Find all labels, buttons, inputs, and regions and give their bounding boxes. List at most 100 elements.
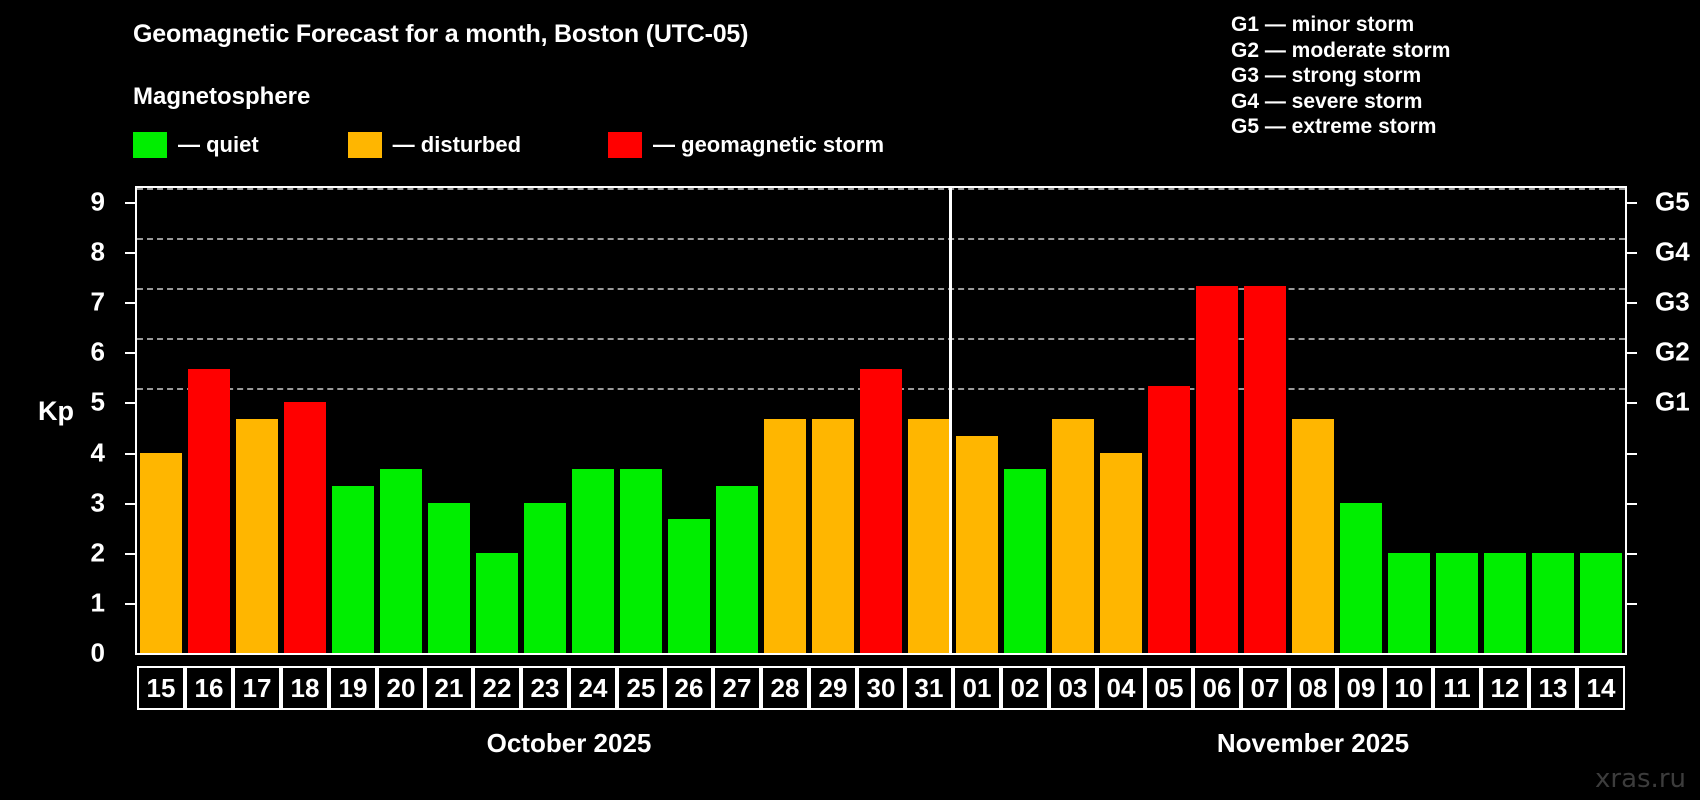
date-cell-04[interactable]: 04 <box>1097 666 1145 710</box>
y-tick-label-1: 1 <box>90 587 105 618</box>
date-cell-18[interactable]: 18 <box>281 666 329 710</box>
y-tick-7 <box>125 302 137 305</box>
date-cell-31[interactable]: 31 <box>905 666 953 710</box>
bar-16[interactable] <box>188 368 230 653</box>
gscale-line-g4: G4 — severe storm <box>1231 89 1423 113</box>
bar-30[interactable] <box>860 368 902 653</box>
page-title: Geomagnetic Forecast for a month, Boston… <box>133 20 749 48</box>
y-tick-1 <box>125 602 137 605</box>
date-cell-17[interactable]: 17 <box>233 666 281 710</box>
month-label-november: November 2025 <box>1216 728 1410 758</box>
bar-05[interactable] <box>1148 385 1190 653</box>
date-cell-07[interactable]: 07 <box>1241 666 1289 710</box>
date-cell-21[interactable]: 21 <box>425 666 473 710</box>
bar-09[interactable] <box>1340 502 1382 653</box>
y-tick-label-8: 8 <box>90 236 105 267</box>
g-scale-label-g3: G3 <box>1655 286 1690 317</box>
bar-20[interactable] <box>380 469 422 653</box>
bar-11[interactable] <box>1436 552 1478 653</box>
bar-13[interactable] <box>1532 552 1574 653</box>
y-tick-right-8 <box>1625 252 1637 255</box>
bar-10[interactable] <box>1388 552 1430 653</box>
date-cell-20[interactable]: 20 <box>377 666 425 710</box>
bar-18[interactable] <box>284 402 326 653</box>
y-tick-label-2: 2 <box>90 537 105 568</box>
y-tick-9 <box>125 202 137 204</box>
legend-item-disturbed: — disturbed <box>347 132 521 158</box>
date-cell-09[interactable]: 09 <box>1337 666 1385 710</box>
date-cell-15[interactable]: 15 <box>137 666 185 710</box>
plot-inner <box>137 188 1625 653</box>
bar-08[interactable] <box>1292 418 1334 653</box>
color-legend: — quiet — disturbed — geomagnetic storm <box>133 130 884 160</box>
bar-07[interactable] <box>1244 285 1286 653</box>
legend-swatch-disturbed <box>347 132 382 158</box>
month-label-october: October 2025 <box>486 728 652 758</box>
date-cell-29[interactable]: 29 <box>809 666 857 710</box>
date-cell-11[interactable]: 11 <box>1433 666 1481 710</box>
y-tick-right-6 <box>1625 352 1637 355</box>
bar-27[interactable] <box>716 486 758 653</box>
bar-19[interactable] <box>332 486 374 653</box>
gscale-line-g1: G1 — minor storm <box>1231 13 1415 36</box>
bar-22[interactable] <box>476 552 518 653</box>
legend-label-storm: — geomagnetic storm <box>653 132 885 157</box>
bar-24[interactable] <box>572 469 614 653</box>
date-axis: 15 16 17 18 19 20 21 22 23 24 25 26 27 28 29 30 31 01 02 03… <box>137 666 1625 710</box>
date-cell-02[interactable]: 02 <box>1001 666 1049 710</box>
date-cell-12[interactable]: 12 <box>1481 666 1529 710</box>
legend-label-quiet: — quiet <box>178 132 259 157</box>
watermark: xras.ru <box>1595 764 1686 794</box>
legend-swatch-storm <box>608 132 643 158</box>
bar-06[interactable] <box>1196 285 1238 653</box>
date-cell-08[interactable]: 08 <box>1289 666 1337 710</box>
bar-25[interactable] <box>620 469 662 653</box>
bar-02[interactable] <box>1004 469 1046 653</box>
bar-26[interactable] <box>668 519 710 653</box>
bar-31[interactable] <box>908 418 950 653</box>
gscale-legend: G1 — minor storm G2 — moderate storm G3 … <box>1231 12 1450 140</box>
date-cell-16[interactable]: 16 <box>185 666 233 710</box>
y-tick-label-3: 3 <box>90 487 105 518</box>
gscale-line-g3: G3 — strong storm <box>1231 64 1422 87</box>
date-cell-14[interactable]: 14 <box>1577 666 1625 710</box>
legend-item-storm: — geomagnetic storm <box>608 132 884 158</box>
date-cell-25[interactable]: 25 <box>617 666 665 710</box>
date-cell-03[interactable]: 03 <box>1049 666 1097 710</box>
bar-12[interactable] <box>1484 552 1526 653</box>
date-cell-26[interactable]: 26 <box>665 666 713 710</box>
bar-28[interactable] <box>764 418 806 653</box>
y-tick-6 <box>125 352 137 355</box>
y-tick-5 <box>125 402 137 405</box>
date-cell-05[interactable]: 05 <box>1145 666 1193 710</box>
date-cell-06[interactable]: 06 <box>1193 666 1241 710</box>
y-tick-right-2 <box>1625 552 1637 555</box>
y-tick-label-5: 5 <box>90 386 105 417</box>
bar-03[interactable] <box>1052 418 1094 653</box>
date-cell-13[interactable]: 13 <box>1529 666 1577 710</box>
date-cell-19[interactable]: 19 <box>329 666 377 710</box>
legend-title: Magnetosphere <box>133 83 311 110</box>
bar-15[interactable] <box>140 452 182 653</box>
y-tick-3 <box>125 502 137 505</box>
y-tick-label-0: 0 <box>90 637 105 668</box>
bar-23[interactable] <box>524 502 566 653</box>
legend-swatch-quiet <box>133 132 167 158</box>
date-cell-22[interactable]: 22 <box>473 666 521 710</box>
bar-01[interactable] <box>956 436 998 653</box>
date-cell-24[interactable]: 24 <box>569 666 617 710</box>
bar-17[interactable] <box>236 418 278 653</box>
date-cell-30[interactable]: 30 <box>857 666 905 710</box>
bar-21[interactable] <box>428 502 470 653</box>
date-cell-23[interactable]: 23 <box>521 666 569 710</box>
date-cell-10[interactable]: 10 <box>1385 666 1433 710</box>
bar-29[interactable] <box>812 418 854 653</box>
y-axis-labels: 0 1 2 3 4 5 6 7 8 9 <box>0 0 135 800</box>
bar-14[interactable] <box>1580 552 1622 653</box>
date-cell-27[interactable]: 27 <box>713 666 761 710</box>
date-cell-28[interactable]: 28 <box>761 666 809 710</box>
y-tick-right-7 <box>1625 302 1637 305</box>
date-cell-01[interactable]: 01 <box>953 666 1001 710</box>
g-scale-label-g5: G5 <box>1655 186 1690 217</box>
bar-04[interactable] <box>1100 452 1142 653</box>
